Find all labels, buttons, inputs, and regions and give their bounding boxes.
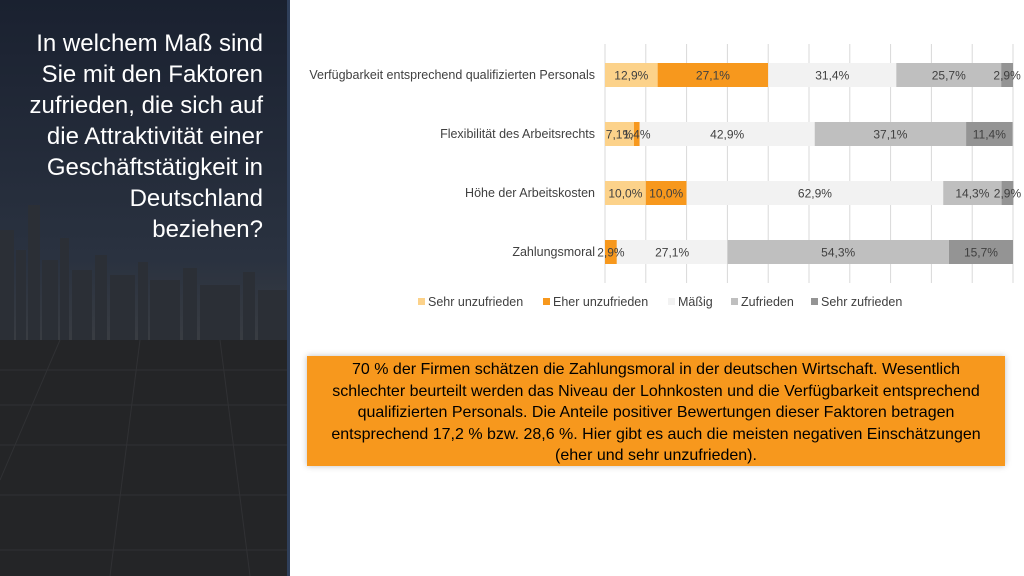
category-labels: Verfügbarkeit entsprechend qualifizierte… xyxy=(309,68,595,259)
data-label: 31,4% xyxy=(815,69,849,83)
legend-item: Sehr unzufrieden xyxy=(418,295,523,309)
bar-segment xyxy=(966,122,1013,146)
data-label: 10,0% xyxy=(608,187,642,201)
bar-segment xyxy=(943,181,1002,205)
city-skyline-image xyxy=(0,0,287,576)
legend-swatch xyxy=(543,298,550,305)
bar-segment xyxy=(605,240,617,264)
bar-segment xyxy=(814,122,967,146)
bar-segment xyxy=(605,122,634,146)
bar-segment xyxy=(645,181,687,205)
data-label: 42,9% xyxy=(710,128,744,142)
data-label: 2,9% xyxy=(993,69,1021,83)
data-label: 11,4% xyxy=(973,128,1006,142)
legend-swatch xyxy=(668,298,675,305)
floor xyxy=(0,340,287,576)
data-label: 2,9% xyxy=(597,246,625,260)
legend-label: Sehr unzufrieden xyxy=(428,295,523,309)
panel-divider xyxy=(287,0,290,576)
summary-textbox: 70 % der Firmen schätzen die Zahlungsmor… xyxy=(307,356,1005,466)
category-label: Höhe der Arbeitskosten xyxy=(465,186,595,200)
legend-item: Sehr zufrieden xyxy=(811,295,902,309)
category-label: Verfügbarkeit entsprechend qualifizierte… xyxy=(309,68,595,82)
legend-swatch xyxy=(418,298,425,305)
legend-label: Eher unzufrieden xyxy=(553,295,648,309)
bar-segment xyxy=(896,63,1002,87)
data-label: 1,4% xyxy=(623,128,651,142)
legend-swatch xyxy=(731,298,738,305)
data-label: 12,9% xyxy=(614,69,648,83)
legend-item: Eher unzufrieden xyxy=(543,295,648,309)
data-label: 27,1% xyxy=(655,246,689,260)
category-label: Zahlungsmoral xyxy=(512,245,595,259)
floor-tiles xyxy=(0,339,287,576)
data-label: 25,7% xyxy=(932,69,966,83)
bar-segment xyxy=(727,240,949,264)
legend-item: Mäßig xyxy=(668,295,713,309)
data-label: 14,3% xyxy=(955,187,989,201)
stacked-bar-chart: Verfügbarkeit entsprechend qualifizierte… xyxy=(309,44,1021,309)
legend-swatch xyxy=(811,298,818,305)
category-label: Flexibilität des Arbeitsrechts xyxy=(440,127,595,141)
chart-legend: Sehr unzufrieden Eher unzufrieden Mäßig Zuf… xyxy=(418,295,902,309)
chart-bars xyxy=(605,63,1014,264)
skyline-buildings xyxy=(0,205,287,340)
bar-segment xyxy=(605,63,658,87)
bar-segment xyxy=(657,63,769,87)
bar-segment xyxy=(616,240,728,264)
data-label: 54,3% xyxy=(821,246,855,260)
data-label: 7,1% xyxy=(606,128,634,142)
bar-segment xyxy=(768,63,897,87)
slide-title: In welchem Maß sind Sie mit den Faktoren… xyxy=(29,30,263,243)
legend-item: Zufrieden xyxy=(731,295,794,309)
bar-segment xyxy=(1001,63,1013,87)
legend-label: Sehr zufrieden xyxy=(821,295,902,309)
bar-segment xyxy=(686,181,944,205)
data-label: 2,9% xyxy=(994,187,1022,201)
data-label: 15,7% xyxy=(964,246,998,260)
left-panel: In welchem Maß sind Sie mit den Faktoren… xyxy=(0,0,287,576)
bar-segment xyxy=(948,240,1013,264)
data-label: 27,1% xyxy=(696,69,730,83)
bar-segment xyxy=(633,122,640,146)
legend-label: Mäßig xyxy=(678,295,713,309)
data-labels: 12,9% 27,1% 31,4% 25,7% 2,9% 7,1%1,4% 42,9% 37,… xyxy=(597,69,1021,260)
data-label: 62,9% xyxy=(798,187,832,201)
data-label: 10,0% xyxy=(649,187,683,201)
legend-label: Zufrieden xyxy=(741,295,794,309)
bar-segment xyxy=(1001,181,1014,205)
bar-segment xyxy=(639,122,815,146)
data-label: 37,1% xyxy=(873,128,907,142)
bar-segment xyxy=(605,181,646,205)
